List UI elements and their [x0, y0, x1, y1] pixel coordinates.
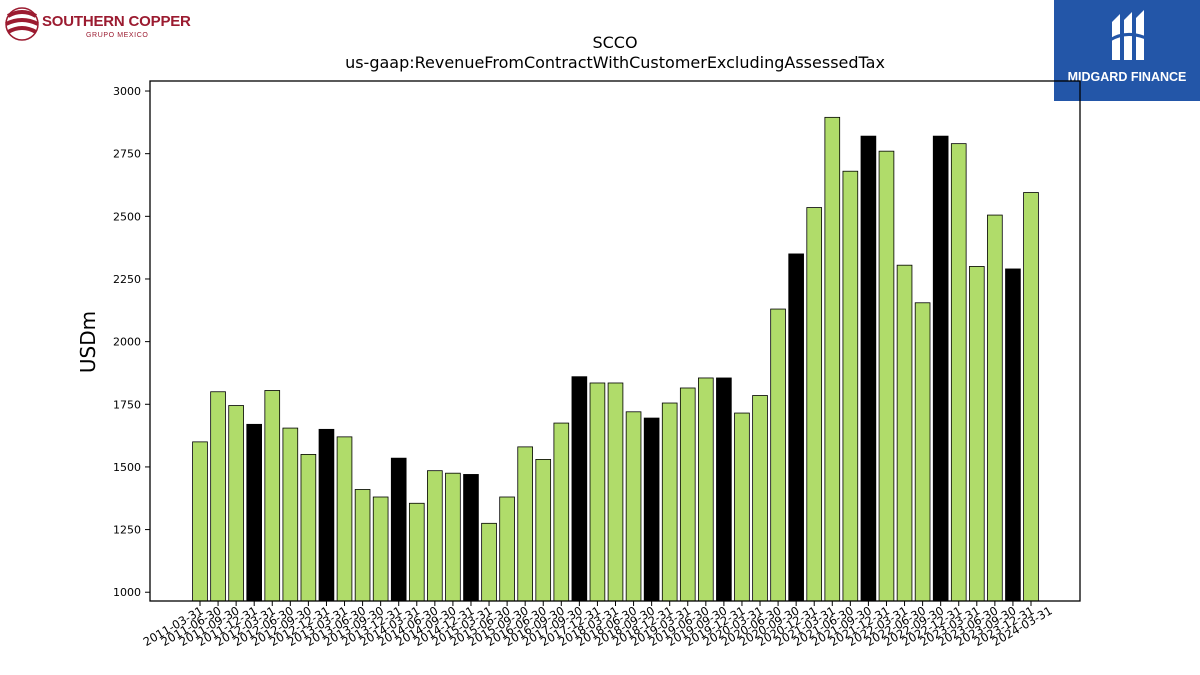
bar-2023-09-30 — [1005, 268, 1021, 602]
bar-2011-03-31 — [192, 441, 208, 602]
y-tick-label: 2250 — [113, 273, 141, 286]
bar-2015-03-31 — [481, 522, 497, 602]
bar-2013-06-30 — [354, 489, 371, 602]
midgard-finance-logo: MIDGARD FINANCE — [1054, 0, 1200, 101]
logo-left-name: SOUTHERN COPPER — [42, 13, 191, 30]
logo-left-sub: GRUPO MEXICO — [86, 32, 149, 39]
bar-2014-12-31 — [463, 474, 479, 602]
bar-2022-03-31 — [896, 264, 913, 602]
chart-subtitle: us-gaap:RevenueFromContractWithCustomerE… — [345, 53, 885, 72]
bar-2023-12-31 — [1023, 192, 1039, 602]
bar-2019-03-31 — [679, 387, 696, 602]
bar-2014-09-30 — [445, 472, 461, 602]
bar-2013-03-31 — [336, 436, 353, 602]
x-axis: 2011-03-312011-06-302011-09-302011-12-31… — [141, 601, 1055, 649]
bar-2011-12-31 — [246, 423, 262, 602]
bar-2015-09-30 — [517, 446, 533, 602]
bar-2022-12-31 — [950, 143, 967, 602]
bar-2018-09-30 — [643, 417, 660, 602]
plot-frame — [149, 80, 1081, 602]
bar-2022-09-30 — [932, 135, 949, 602]
bar-2023-06-30 — [987, 214, 1003, 602]
bar-2016-09-30 — [553, 422, 570, 602]
bar-2017-09-30 — [571, 376, 588, 602]
bar-2015-06-30 — [499, 496, 515, 602]
southern-copper-logo: SOUTHERN COPPER GRUPO MEXICO — [4, 4, 194, 44]
bar-2011-06-30 — [210, 391, 226, 602]
bar-2021-09-30 — [860, 135, 877, 602]
bar-2014-03-31 — [408, 502, 425, 602]
bar-2020-03-31 — [752, 395, 768, 602]
bar-2018-03-31 — [607, 382, 624, 602]
bar-2012-09-30 — [300, 453, 317, 602]
y-tick-label: 1500 — [113, 461, 141, 474]
bar-2011-09-30 — [228, 405, 244, 602]
bar-2018-06-30 — [625, 411, 642, 602]
bar-2016-06-30 — [535, 459, 552, 602]
y-tick-label: 2000 — [113, 336, 141, 349]
bar-2020-12-31 — [806, 207, 823, 602]
bar-2012-03-31 — [264, 390, 281, 602]
midgard-emblem-icon — [1109, 10, 1147, 60]
bar-2019-06-30 — [698, 377, 714, 602]
y-tick-label: 1750 — [113, 398, 141, 411]
y-tick-label: 1250 — [113, 524, 141, 537]
bar-2017-12-31 — [589, 382, 606, 602]
logo-right-name: MIDGARD FINANCE — [1067, 70, 1187, 84]
bar-2013-12-31 — [390, 457, 407, 602]
bar-2020-09-30 — [788, 253, 804, 602]
y-axis-label: USDm — [76, 311, 100, 373]
bar-2012-12-31 — [318, 428, 335, 602]
bar-2023-03-31 — [969, 266, 985, 602]
bar-2021-12-31 — [878, 150, 895, 602]
bar-2022-06-30 — [914, 302, 931, 602]
chart-title: SCCO — [592, 33, 637, 52]
bar-2019-09-30 — [716, 377, 732, 602]
bar-2014-06-30 — [427, 470, 443, 602]
bar-2020-06-30 — [770, 308, 786, 602]
southern-copper-emblem-icon — [5, 7, 39, 41]
y-tick-label: 3000 — [113, 85, 141, 98]
bar-2019-12-31 — [734, 412, 750, 602]
bar-2013-09-30 — [372, 496, 389, 602]
y-tick-label: 2750 — [113, 148, 141, 161]
bar-2018-12-31 — [661, 402, 678, 602]
y-tick-label: 1000 — [113, 586, 141, 599]
bar-2021-06-30 — [842, 170, 859, 602]
bar-2021-03-31 — [824, 116, 841, 602]
bars-group — [192, 116, 1039, 602]
y-axis: 1000 1250 1500 1750 2000 2250 2500 2750 3000 — [113, 85, 150, 599]
bar-2012-06-30 — [282, 427, 299, 602]
y-tick-label: 2500 — [113, 210, 141, 223]
